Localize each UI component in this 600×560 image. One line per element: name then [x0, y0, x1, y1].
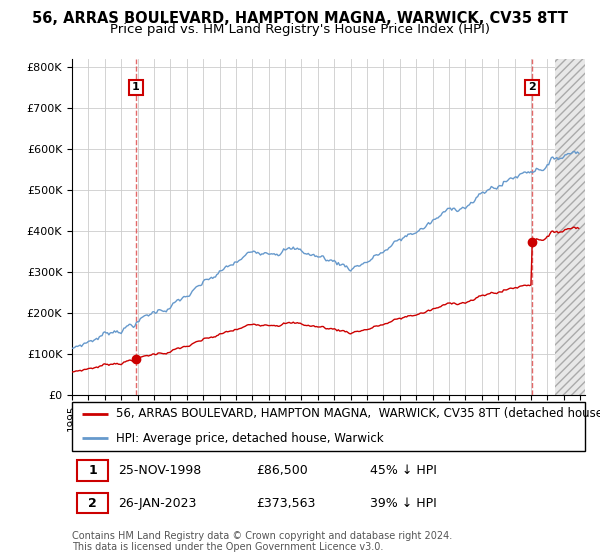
Text: £373,563: £373,563 — [257, 497, 316, 510]
Text: 2: 2 — [528, 82, 536, 92]
Text: Contains HM Land Registry data © Crown copyright and database right 2024.
This d: Contains HM Land Registry data © Crown c… — [72, 531, 452, 553]
Text: 39% ↓ HPI: 39% ↓ HPI — [370, 497, 436, 510]
Text: 1: 1 — [132, 82, 140, 92]
Text: 26-JAN-2023: 26-JAN-2023 — [118, 497, 197, 510]
Text: HPI: Average price, detached house, Warwick: HPI: Average price, detached house, Warw… — [116, 432, 383, 445]
Text: 56, ARRAS BOULEVARD, HAMPTON MAGNA,  WARWICK, CV35 8TT (detached house): 56, ARRAS BOULEVARD, HAMPTON MAGNA, WARW… — [116, 407, 600, 421]
Text: 25-NOV-1998: 25-NOV-1998 — [118, 464, 202, 477]
Text: Price paid vs. HM Land Registry's House Price Index (HPI): Price paid vs. HM Land Registry's House … — [110, 22, 490, 36]
Bar — [556, 59, 588, 395]
Text: 56, ARRAS BOULEVARD, HAMPTON MAGNA, WARWICK, CV35 8TT: 56, ARRAS BOULEVARD, HAMPTON MAGNA, WARW… — [32, 11, 568, 26]
FancyBboxPatch shape — [77, 493, 108, 514]
FancyBboxPatch shape — [77, 460, 108, 480]
Text: 1: 1 — [88, 464, 97, 477]
Text: 2: 2 — [88, 497, 97, 510]
FancyBboxPatch shape — [72, 402, 585, 451]
Text: £86,500: £86,500 — [257, 464, 308, 477]
Text: 45% ↓ HPI: 45% ↓ HPI — [370, 464, 436, 477]
